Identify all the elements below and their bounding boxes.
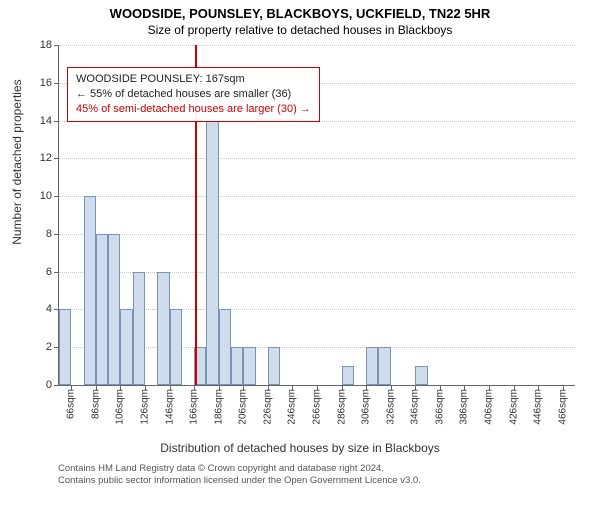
histogram-bar: [133, 272, 145, 385]
histogram-bar: [170, 309, 182, 385]
histogram-bar: [378, 347, 390, 385]
x-tick-label: 426sqm: [508, 389, 519, 425]
annotation-line: 45% of semi-detached houses are larger (…: [76, 102, 311, 117]
histogram-bar: [415, 366, 427, 385]
x-tick-label: 386sqm: [459, 389, 470, 425]
x-tick-label: 306sqm: [361, 389, 372, 425]
y-tick-label: 8: [26, 228, 52, 240]
annotation-line: WOODSIDE POUNSLEY: 167sqm: [76, 72, 311, 87]
histogram-bar: [219, 309, 231, 385]
annotation-box: WOODSIDE POUNSLEY: 167sqm← 55% of detach…: [67, 67, 320, 122]
histogram-bar: [231, 347, 243, 385]
y-tick-label: 2: [26, 341, 52, 353]
y-tick-label: 18: [26, 39, 52, 51]
annotation-line: ← 55% of detached houses are smaller (36…: [76, 87, 311, 102]
chart-area: Number of detached properties 66sqm86sqm…: [58, 45, 574, 385]
x-tick-label: 446sqm: [533, 389, 544, 425]
x-tick-label: 286sqm: [336, 389, 347, 425]
histogram-bar: [108, 234, 120, 385]
footer-attribution: Contains HM Land Registry data © Crown c…: [58, 463, 590, 488]
x-tick-label: 106sqm: [115, 389, 126, 425]
y-tick-label: 14: [26, 115, 52, 127]
x-tick-label: 326sqm: [385, 389, 396, 425]
x-tick-label: 66sqm: [66, 389, 77, 419]
x-tick-label: 406sqm: [484, 389, 495, 425]
x-tick-label: 186sqm: [213, 389, 224, 425]
histogram-bar: [59, 309, 71, 385]
histogram-bar: [206, 121, 218, 385]
x-tick-label: 246sqm: [287, 389, 298, 425]
y-tick-label: 10: [26, 190, 52, 202]
chart-title-2: Size of property relative to detached ho…: [0, 23, 600, 37]
x-tick-label: 86sqm: [90, 389, 101, 419]
y-tick-label: 0: [26, 379, 52, 391]
histogram-bar: [243, 347, 255, 385]
histogram-bar: [96, 234, 108, 385]
y-tick-label: 6: [26, 266, 52, 278]
histogram-bar: [268, 347, 280, 385]
x-tick-label: 466sqm: [557, 389, 568, 425]
histogram-bar: [120, 309, 132, 385]
y-tick-label: 4: [26, 303, 52, 315]
x-tick-label: 346sqm: [410, 389, 421, 425]
x-tick-label: 226sqm: [262, 389, 273, 425]
footer-line-2: Contains public sector information licen…: [58, 475, 590, 487]
x-tick-label: 266sqm: [312, 389, 323, 425]
y-axis-label: Number of detached properties: [10, 79, 24, 244]
footer-line-1: Contains HM Land Registry data © Crown c…: [58, 463, 590, 475]
x-tick-label: 126sqm: [140, 389, 151, 425]
histogram-bar: [157, 272, 169, 385]
histogram-bar: [342, 366, 354, 385]
histogram-bar: [84, 196, 96, 385]
y-tick-label: 12: [26, 152, 52, 164]
x-tick-label: 166sqm: [189, 389, 200, 425]
y-tick-label: 16: [26, 77, 52, 89]
x-tick-label: 206sqm: [238, 389, 249, 425]
x-tick-label: 366sqm: [434, 389, 445, 425]
x-axis-label: Distribution of detached houses by size …: [0, 441, 600, 455]
plot-area: 66sqm86sqm106sqm126sqm146sqm166sqm186sqm…: [58, 45, 575, 386]
x-tick-label: 146sqm: [164, 389, 175, 425]
histogram-bar: [366, 347, 378, 385]
chart-title-1: WOODSIDE, POUNSLEY, BLACKBOYS, UCKFIELD,…: [0, 6, 600, 21]
